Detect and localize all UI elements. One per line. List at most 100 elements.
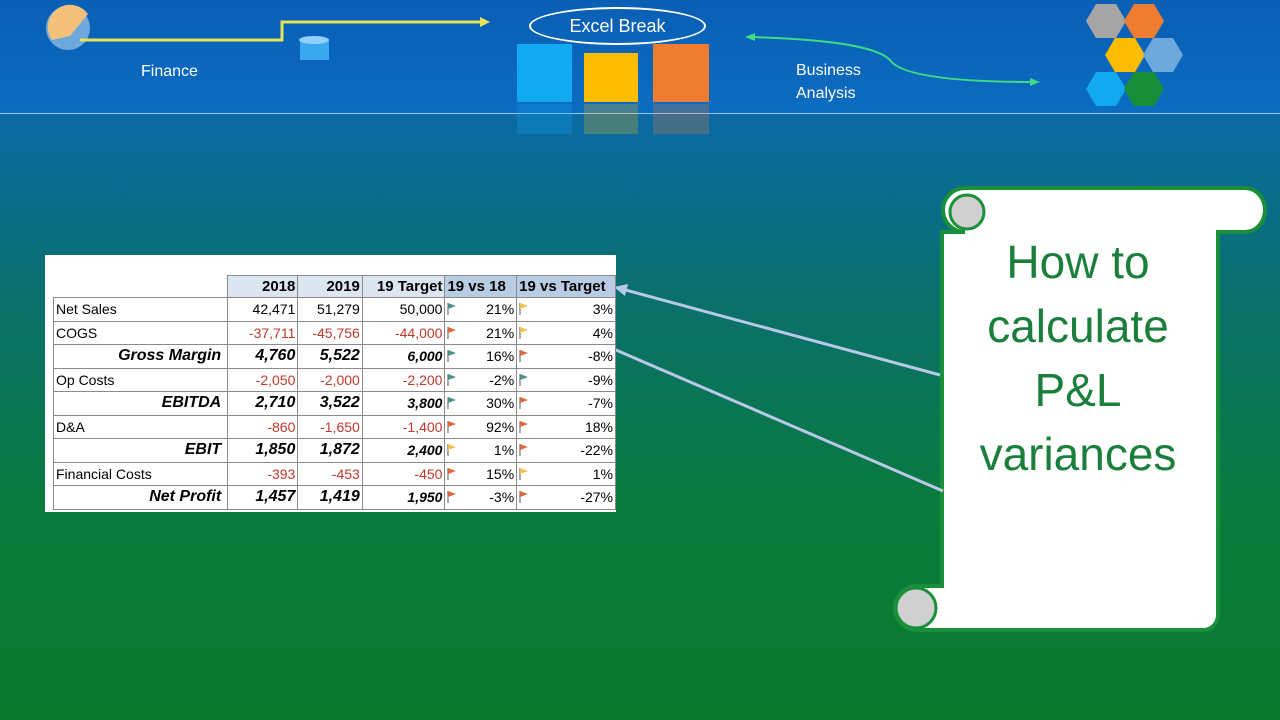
variance-value: -22%: [580, 442, 613, 459]
flag: [519, 397, 529, 410]
callout-line: How to: [1006, 236, 1150, 288]
variance-value: 92%: [486, 418, 515, 435]
variance-wrap: -9%: [519, 372, 613, 388]
flag: [447, 420, 457, 433]
variance-wrap: 21%: [447, 325, 514, 341]
variance-cell: -3%: [444, 485, 518, 510]
variance-cell: 18%: [516, 414, 616, 439]
callout-line: variances: [979, 428, 1177, 480]
variance-value: 18%: [584, 418, 613, 435]
value-cell: -2,000: [297, 367, 363, 392]
variance-wrap: 15%: [447, 466, 514, 482]
variance-value: 1%: [493, 442, 515, 459]
value-cell: 3,522: [297, 391, 363, 416]
table-row: Gross Margin 4,760 5,522 6,000 16% -8%: [52, 344, 616, 369]
value-cell: -2,050: [227, 367, 299, 392]
flag: [447, 397, 457, 410]
variance-cell: 1%: [444, 438, 518, 463]
variance-value: 21%: [486, 301, 515, 318]
row-label: Gross Margin: [52, 344, 229, 369]
flag: [447, 326, 457, 339]
right-label: Business Analysis: [796, 62, 861, 102]
variance-cell: 16%: [444, 344, 518, 369]
table-row: Financial Costs -393 -453 -450 15% 1%: [52, 461, 616, 486]
variance-value: 3%: [592, 301, 613, 318]
table-row: Net Sales 42,471 51,279 50,000 21% 3%: [52, 297, 616, 322]
column-header: 19 vs Target: [516, 275, 616, 298]
variance-cell: 4%: [516, 320, 616, 345]
value-cell: -37,711: [227, 320, 299, 345]
variance-wrap: 3%: [519, 301, 613, 317]
flag: [519, 420, 529, 433]
variance-cell: 21%: [444, 320, 518, 345]
variance-cell: -27%: [516, 485, 616, 510]
flag: [519, 491, 529, 504]
value-cell: 51,279: [297, 297, 363, 322]
flag: [519, 350, 529, 363]
value-cell: -44,000: [361, 320, 446, 345]
variance-value: 4%: [592, 324, 613, 341]
variance-cell: 30%: [444, 391, 518, 416]
table-row: Net Profit 1,457 1,419 1,950 -3% -27%: [52, 485, 616, 510]
column-header: 19 Target: [361, 275, 446, 298]
variance-wrap: -2%: [447, 372, 514, 388]
variance-value: -7%: [588, 395, 613, 412]
value-cell: -393: [227, 461, 299, 486]
value-cell: -450: [361, 461, 446, 486]
variance-cell: -7%: [516, 391, 616, 416]
value-cell: -453: [297, 461, 363, 486]
corner: [53, 275, 229, 298]
variance-value: 21%: [486, 324, 515, 341]
row-label: Net Sales: [52, 297, 229, 322]
value-cell: 50,000: [361, 297, 446, 322]
variance-cell: 21%: [444, 297, 518, 322]
value-cell: -1,400: [361, 414, 446, 439]
column-header: 2019: [297, 275, 363, 298]
flag: [519, 326, 529, 339]
value-cell: 3,800: [361, 391, 446, 416]
variance-wrap: 18%: [519, 419, 613, 435]
row-label: COGS: [52, 320, 229, 345]
variance-cell: -22%: [516, 438, 616, 463]
flag: [447, 373, 457, 386]
variance-value: -8%: [588, 348, 613, 365]
value-cell: 1,950: [361, 485, 446, 510]
pnl-table: 2018 2019 19 Target 19 vs 18 19 vs Target Net…: [52, 275, 616, 510]
value-cell: 4,760: [227, 344, 299, 369]
variance-wrap: -27%: [519, 489, 613, 505]
variance-value: -2%: [489, 371, 515, 388]
variance-wrap: 4%: [519, 325, 613, 341]
flag: [447, 303, 457, 316]
row-label: Net Profit: [52, 485, 229, 510]
callout-line: calculate: [987, 300, 1169, 352]
variance-cell: -2%: [444, 367, 518, 392]
variance-value: 16%: [486, 348, 515, 365]
value-cell: -1,650: [297, 414, 363, 439]
variance-wrap: 16%: [447, 348, 514, 364]
flag: [447, 444, 457, 457]
flag: [447, 491, 457, 504]
value-cell: 1,457: [227, 485, 299, 510]
callout: How to calculate P&L variances: [940, 230, 1216, 486]
flag: [447, 467, 457, 480]
variance-wrap: -8%: [519, 348, 613, 364]
value-cell: -45,756: [297, 320, 363, 345]
value-cell: 42,471: [227, 297, 299, 322]
value-cell: 6,000: [361, 344, 446, 369]
variance-wrap: -3%: [447, 489, 514, 505]
row-label: EBITDA: [52, 391, 229, 416]
column-header: 2018: [227, 275, 299, 298]
value-cell: 2,400: [361, 438, 446, 463]
column-header: 19 vs 18: [444, 275, 518, 298]
header-row: 2018 2019 19 Target 19 vs 18 19 vs Target: [53, 275, 616, 298]
variance-cell: 92%: [444, 414, 518, 439]
value-cell: 1,419: [297, 485, 363, 510]
variance-wrap: -7%: [519, 395, 613, 411]
variance-cell: -9%: [516, 367, 616, 392]
value-cell: -860: [227, 414, 299, 439]
value-cell: 5,522: [297, 344, 363, 369]
variance-wrap: 1%: [447, 442, 514, 458]
variance-value: 15%: [486, 465, 515, 482]
table-row: COGS -37,711 -45,756 -44,000 21% 4%: [52, 320, 616, 345]
flag: [447, 350, 457, 363]
